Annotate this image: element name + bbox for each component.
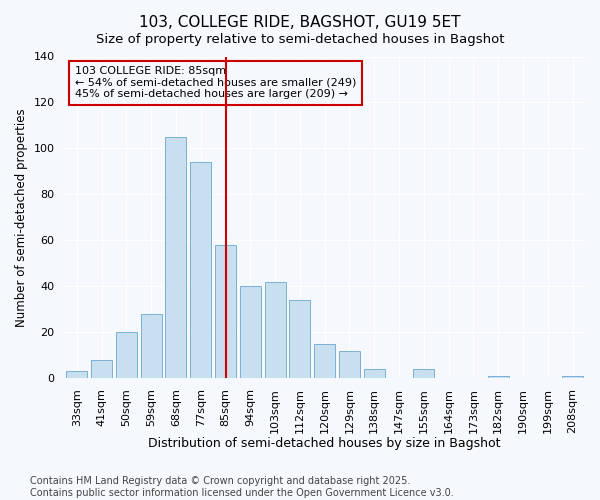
X-axis label: Distribution of semi-detached houses by size in Bagshot: Distribution of semi-detached houses by …: [148, 437, 501, 450]
Text: Size of property relative to semi-detached houses in Bagshot: Size of property relative to semi-detach…: [96, 32, 504, 46]
Text: Contains HM Land Registry data © Crown copyright and database right 2025.
Contai: Contains HM Land Registry data © Crown c…: [30, 476, 454, 498]
Bar: [265, 282, 286, 378]
Text: 103 COLLEGE RIDE: 85sqm
← 54% of semi-detached houses are smaller (249)
45% of s: 103 COLLEGE RIDE: 85sqm ← 54% of semi-de…: [75, 66, 356, 100]
Bar: [190, 162, 211, 378]
Bar: [215, 245, 236, 378]
Bar: [562, 376, 583, 378]
Bar: [116, 332, 137, 378]
Bar: [339, 350, 360, 378]
Y-axis label: Number of semi-detached properties: Number of semi-detached properties: [15, 108, 28, 326]
Bar: [488, 376, 509, 378]
Bar: [140, 314, 162, 378]
Text: 103, COLLEGE RIDE, BAGSHOT, GU19 5ET: 103, COLLEGE RIDE, BAGSHOT, GU19 5ET: [139, 15, 461, 30]
Bar: [240, 286, 261, 378]
Bar: [166, 137, 187, 378]
Bar: [91, 360, 112, 378]
Bar: [66, 371, 88, 378]
Bar: [314, 344, 335, 378]
Bar: [413, 369, 434, 378]
Bar: [364, 369, 385, 378]
Bar: [289, 300, 310, 378]
